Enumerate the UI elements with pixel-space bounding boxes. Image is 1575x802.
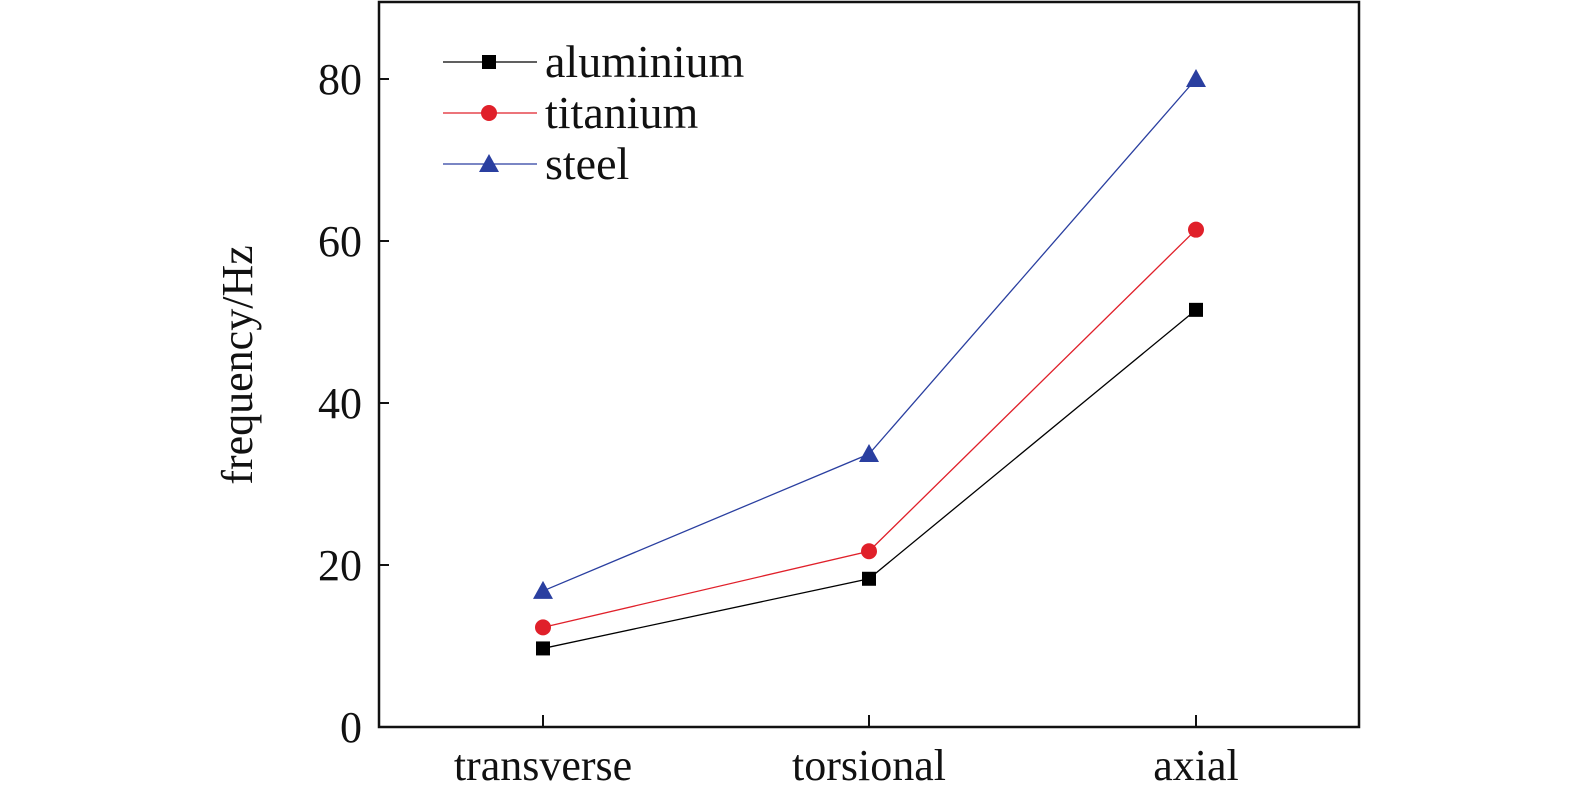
plot-frame	[377, 0, 1361, 729]
x-tick-label: torsional	[792, 741, 946, 790]
y-tick-label: 20	[318, 541, 362, 590]
legend-item-titanium: titanium	[443, 87, 699, 138]
y-axis-label: frequency/Hz	[213, 245, 262, 484]
x-tick-label: transverse	[454, 741, 632, 790]
y-tick-label: 0	[340, 703, 362, 752]
legend-marker	[479, 154, 499, 172]
series-titanium	[535, 221, 1204, 636]
series-line	[542, 229, 1197, 629]
data-point	[536, 641, 550, 656]
data-point	[533, 580, 553, 599]
x-tick-label: axial	[1153, 741, 1239, 790]
series-steel	[533, 69, 1206, 599]
legend-label: steel	[545, 138, 629, 189]
legend-marker	[482, 55, 496, 69]
legend-item-steel: steel	[443, 138, 629, 189]
legend-marker	[481, 105, 497, 121]
legend-item-aluminium: aluminium	[443, 36, 745, 87]
data-point	[1188, 221, 1204, 238]
y-tick-label: 40	[318, 379, 362, 428]
series-aluminium	[536, 302, 1203, 656]
series-line	[542, 309, 1197, 650]
data-point	[1186, 69, 1206, 87]
y-tick-label: 80	[318, 55, 362, 104]
series-line	[542, 78, 1197, 592]
data-point	[1189, 302, 1203, 317]
data-point	[862, 571, 876, 586]
y-tick-label: 60	[318, 217, 362, 266]
data-point	[859, 444, 879, 463]
data-point	[861, 543, 877, 560]
data-point	[535, 619, 551, 636]
legend-label: titanium	[545, 87, 699, 138]
legend-label: aluminium	[545, 36, 745, 87]
